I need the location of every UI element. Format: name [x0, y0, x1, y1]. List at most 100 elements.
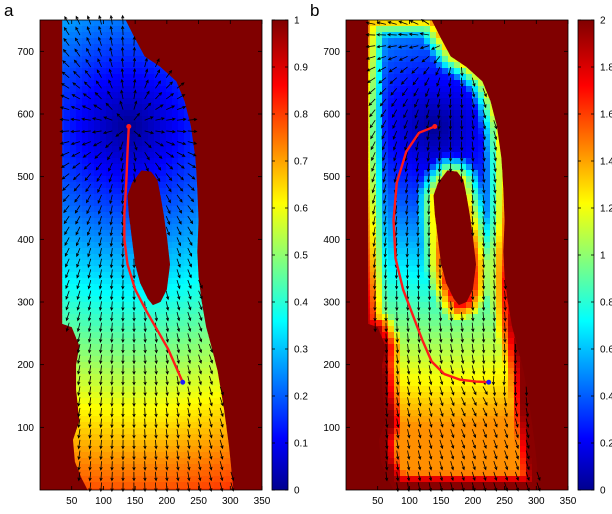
gradient-arrow — [482, 173, 486, 184]
gradient-arrow — [493, 461, 498, 471]
gradient-arrow — [491, 375, 496, 386]
gradient-arrow — [198, 333, 203, 343]
gradient-arrow — [121, 471, 125, 482]
gradient-arrow — [176, 471, 180, 482]
gradient-arrow — [428, 461, 433, 471]
gradient-arrow — [115, 130, 124, 137]
gradient-arrow — [219, 461, 224, 471]
gradient-arrow — [492, 386, 497, 397]
gradient-arrow — [395, 471, 400, 482]
gradient-arrow — [154, 461, 158, 471]
gradient-arrow — [155, 80, 162, 89]
gradient-arrow — [436, 77, 441, 87]
gradient-arrow — [98, 279, 103, 290]
gradient-arrow — [481, 280, 486, 290]
gradient-arrow — [187, 237, 193, 247]
gradient-arrow — [198, 450, 202, 461]
gradient-arrow — [419, 32, 430, 36]
gradient-arrow — [370, 141, 376, 151]
gradient-arrow — [383, 205, 387, 215]
gradient-arrow — [439, 333, 443, 343]
gradient-arrow — [414, 120, 419, 130]
gradient-arrow — [83, 162, 92, 170]
gradient-arrow — [482, 450, 487, 460]
y-tick-label: 200 — [323, 360, 340, 371]
gradient-arrow — [503, 301, 507, 312]
y-tick-label: 500 — [323, 172, 340, 183]
gradient-arrow — [504, 407, 508, 418]
gradient-arrow — [471, 322, 475, 333]
gradient-arrow — [514, 450, 519, 460]
gradient-arrow — [397, 45, 408, 49]
gradient-arrow — [187, 205, 194, 214]
gradient-arrow — [371, 152, 376, 162]
gradient-arrow — [76, 311, 81, 322]
gradient-arrow — [384, 333, 388, 344]
gradient-arrow — [439, 375, 444, 386]
gradient-arrow — [176, 333, 181, 343]
panel-b-letter: b — [310, 1, 319, 20]
gradient-arrow — [396, 450, 400, 461]
gradient-arrow — [492, 354, 496, 365]
gradient-arrow — [482, 130, 486, 141]
gradient-arrow — [427, 311, 432, 322]
gradient-arrow — [460, 130, 464, 141]
gradient-arrow — [428, 471, 433, 482]
gradient-arrow — [481, 333, 486, 343]
gradient-arrow — [437, 162, 442, 173]
gradient-arrow — [416, 248, 420, 258]
gradient-arrow — [198, 290, 203, 300]
gradient-arrow — [427, 205, 431, 216]
gradient-arrow — [81, 129, 91, 134]
gradient-arrow — [72, 162, 81, 169]
gradient-arrow — [85, 183, 92, 193]
gradient-arrow — [503, 290, 507, 301]
panel-b-colorbar: 0 0.2 0.4 0.6 0.8 1 1.2 1.4 1.6 1.8 2 — [577, 16, 612, 497]
gradient-arrow — [417, 333, 421, 343]
y-tick-label: 600 — [323, 110, 340, 121]
gradient-arrow — [230, 482, 235, 492]
gradient-arrow — [372, 258, 377, 269]
gradient-arrow — [399, 66, 408, 74]
gradient-arrow — [133, 78, 137, 89]
gradient-arrow — [198, 397, 202, 407]
gradient-arrow — [471, 226, 475, 237]
gradient-arrow — [492, 290, 497, 301]
gradient-arrow — [155, 162, 162, 171]
gradient-arrow — [208, 365, 213, 375]
x-tick-label: 250 — [496, 496, 513, 507]
gradient-arrow — [450, 354, 454, 365]
gradient-arrow — [176, 375, 180, 386]
gradient-arrow — [428, 375, 433, 386]
gradient-arrow — [110, 418, 114, 429]
gradient-arrow — [448, 162, 453, 173]
gradient-arrow — [176, 429, 180, 439]
gradient-arrow — [493, 429, 498, 439]
gradient-arrow — [95, 80, 102, 89]
gradient-arrow — [471, 354, 475, 365]
gradient-arrow — [59, 106, 70, 110]
gradient-arrow — [404, 141, 408, 151]
gradient-arrow — [165, 397, 169, 407]
gradient-arrow — [86, 47, 92, 57]
gradient-arrow — [97, 47, 102, 57]
gradient-arrow — [132, 397, 136, 407]
gradient-arrow — [417, 439, 422, 450]
gradient-arrow — [208, 461, 213, 471]
gradient-arrow — [208, 343, 214, 354]
gradient-arrow — [438, 269, 442, 280]
gradient-arrow — [385, 429, 389, 439]
gradient-arrow — [121, 386, 125, 397]
gradient-arrow — [439, 429, 444, 439]
gradient-arrow — [87, 258, 92, 269]
gradient-arrow — [471, 461, 476, 471]
gradient-arrow — [449, 301, 453, 312]
gradient-arrow — [198, 429, 202, 439]
gradient-arrow — [405, 280, 410, 290]
gradient-arrow — [450, 482, 454, 492]
gradient-arrow — [426, 152, 430, 162]
gradient-arrow — [110, 471, 114, 482]
gradient-arrow — [439, 461, 444, 471]
gradient-arrow — [417, 461, 422, 471]
gradient-arrow — [121, 301, 125, 312]
